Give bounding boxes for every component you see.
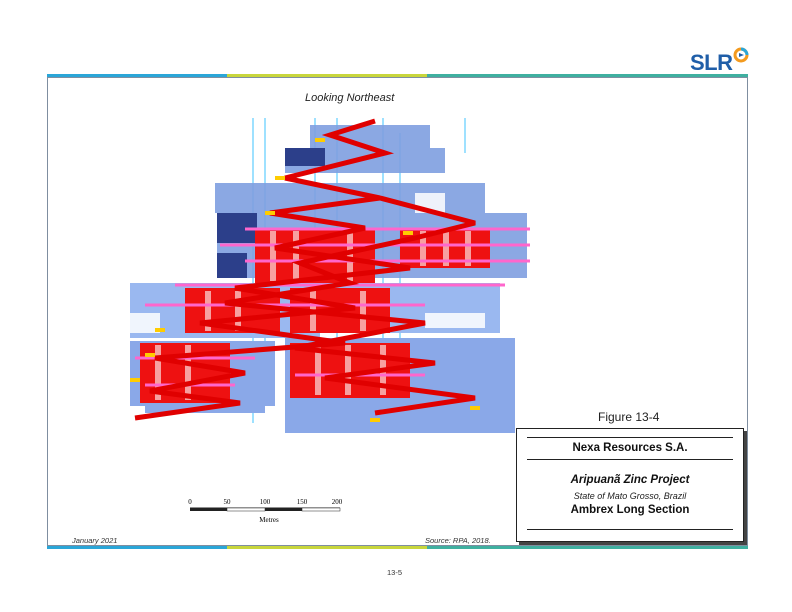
title-divider-bottom xyxy=(527,529,733,530)
figure-frame xyxy=(47,77,748,546)
long-section-graphic xyxy=(130,118,530,433)
view-direction-label: Looking Northeast xyxy=(305,92,395,104)
title-block: Nexa Resources S.A. Aripuanã Zinc Projec… xyxy=(516,428,744,542)
title-divider-top xyxy=(527,437,733,438)
scale-tick-0: 0 xyxy=(188,498,192,506)
company-name: Nexa Resources S.A. xyxy=(572,442,688,454)
figure-title: Ambrex Long Section xyxy=(570,504,690,516)
footer-date: January 2021 xyxy=(72,536,118,545)
scale-bar-graphic: 0 50 100 150 200 Metres xyxy=(188,498,343,524)
title-divider-middle xyxy=(527,459,733,460)
scale-tick-100: 100 xyxy=(260,498,271,506)
access-ramp xyxy=(134,118,476,421)
project-name: Aripuanã Zinc Project xyxy=(570,474,690,486)
footer-source: Source: RPA, 2018. xyxy=(425,536,491,545)
slr-logo: SLR xyxy=(690,50,733,75)
block-gaps xyxy=(130,193,485,421)
header-rule-teal xyxy=(427,74,748,77)
figure-number: Figure 13-4 xyxy=(598,410,660,424)
project-location: State of Mato Grosso, Brazil xyxy=(573,491,687,501)
footer-rule-teal xyxy=(427,546,748,549)
scale-bar: 0 50 100 150 200 Metres xyxy=(185,496,345,531)
drillholes xyxy=(130,138,480,422)
scale-tick-200: 200 xyxy=(332,498,343,506)
footer-rule-green xyxy=(227,546,427,549)
dark-blocks xyxy=(217,148,325,278)
logo-swirl-icon xyxy=(733,47,749,63)
footer-rule-blue xyxy=(47,546,227,549)
page-number: 13-5 xyxy=(387,568,403,577)
header-rule-blue xyxy=(47,74,227,77)
scale-tick-150: 150 xyxy=(297,498,308,506)
scale-unit: Metres xyxy=(259,516,279,524)
header-rule-green xyxy=(227,74,427,77)
scale-tick-50: 50 xyxy=(224,498,232,506)
